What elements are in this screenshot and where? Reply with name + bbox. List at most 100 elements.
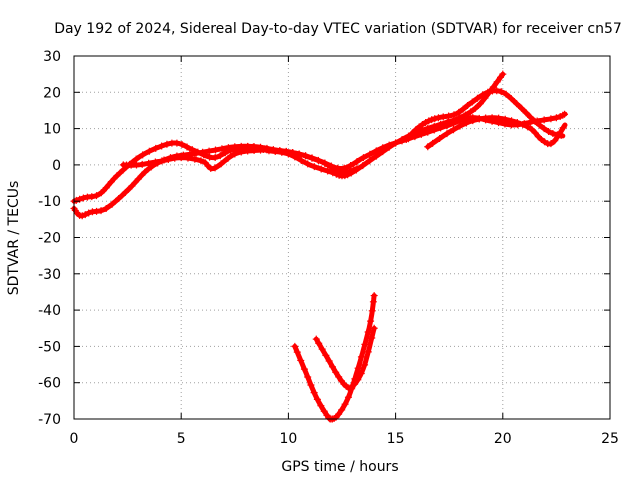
data-point — [370, 292, 378, 300]
data-point — [424, 143, 432, 151]
data-point — [559, 124, 567, 132]
data-point — [304, 160, 312, 168]
data-point — [177, 154, 185, 162]
data-point — [522, 109, 530, 117]
data-point — [545, 127, 553, 135]
chart-title: Day 192 of 2024, Sidereal Day-to-day VTE… — [54, 21, 622, 37]
data-point — [497, 88, 505, 96]
data-point — [113, 172, 121, 180]
data-point — [97, 207, 105, 215]
data-point — [200, 151, 208, 159]
data-point — [297, 156, 305, 164]
data-point — [350, 166, 358, 174]
y-tick-label: -20 — [38, 231, 61, 247]
y-axis-label: SDTVAR / TECUs — [6, 181, 22, 296]
data-point — [471, 104, 479, 112]
x-tick-label: 5 — [177, 431, 186, 447]
data-point — [379, 148, 387, 156]
data-point — [473, 94, 481, 102]
data-point — [158, 142, 166, 150]
data-point — [495, 114, 503, 122]
data-point — [237, 148, 245, 156]
data-point — [79, 194, 87, 202]
data-point — [437, 120, 445, 128]
data-point — [518, 104, 526, 112]
data-point — [312, 335, 320, 343]
data-point — [115, 195, 123, 203]
data-point — [467, 108, 475, 116]
grid — [74, 56, 610, 419]
data-point — [194, 148, 202, 156]
data-point — [507, 95, 515, 103]
data-point — [462, 119, 470, 127]
data-point — [328, 163, 336, 171]
data-point — [468, 98, 476, 106]
data-point — [366, 150, 374, 158]
data-point — [322, 351, 330, 359]
data-point — [540, 125, 548, 133]
data-point — [132, 155, 140, 163]
data-point — [257, 146, 265, 154]
data-point — [320, 407, 328, 415]
data-point — [334, 167, 342, 175]
data-point — [508, 117, 516, 125]
data-point — [547, 140, 555, 148]
data-point — [364, 348, 372, 356]
data-point — [461, 111, 469, 119]
data-point — [344, 393, 352, 401]
data-point — [425, 117, 433, 125]
data-point — [205, 147, 213, 155]
data-point — [456, 114, 464, 122]
y-tick-label: -60 — [38, 376, 61, 392]
data-point — [368, 334, 376, 342]
data-point — [173, 139, 181, 147]
data-point — [183, 143, 191, 151]
data-point — [493, 78, 501, 86]
data-point — [138, 160, 146, 168]
series-track-7 — [312, 324, 378, 392]
data-point — [212, 146, 220, 154]
series-track-4 — [402, 87, 566, 143]
data-point — [408, 129, 416, 137]
data-point — [289, 149, 297, 157]
data-point — [547, 115, 555, 123]
data-point — [479, 91, 487, 99]
data-point — [163, 140, 171, 148]
data-point — [552, 114, 560, 122]
data-point — [164, 155, 172, 163]
data-point — [152, 144, 160, 152]
data-point — [313, 395, 321, 403]
data-point — [263, 146, 271, 154]
series-track-5 — [424, 114, 568, 151]
x-tick-label: 25 — [601, 431, 619, 447]
y-tick-label: 0 — [52, 158, 61, 174]
data-point — [78, 212, 86, 220]
data-point — [102, 204, 110, 212]
data-point — [227, 146, 235, 154]
data-point — [531, 129, 539, 137]
data-point — [317, 165, 325, 173]
data-point — [436, 134, 444, 142]
data-point — [325, 357, 333, 365]
data-point — [318, 345, 326, 353]
data-point — [97, 189, 105, 197]
data-point — [405, 133, 413, 141]
data-point — [297, 356, 305, 364]
data-point — [231, 150, 239, 158]
data-point — [347, 161, 355, 169]
data-point — [422, 119, 430, 127]
data-point — [385, 143, 393, 151]
data-point — [445, 112, 453, 120]
x-tick-label: 20 — [494, 431, 512, 447]
y-tick-label: -70 — [38, 412, 61, 428]
data-point — [139, 151, 147, 159]
data-point — [361, 340, 369, 348]
data-point — [499, 70, 507, 78]
data-point — [269, 146, 277, 154]
data-point — [369, 298, 377, 306]
data-point — [151, 158, 159, 166]
series-track-3 — [119, 146, 361, 176]
data-point — [335, 373, 343, 381]
data-point — [455, 108, 463, 116]
